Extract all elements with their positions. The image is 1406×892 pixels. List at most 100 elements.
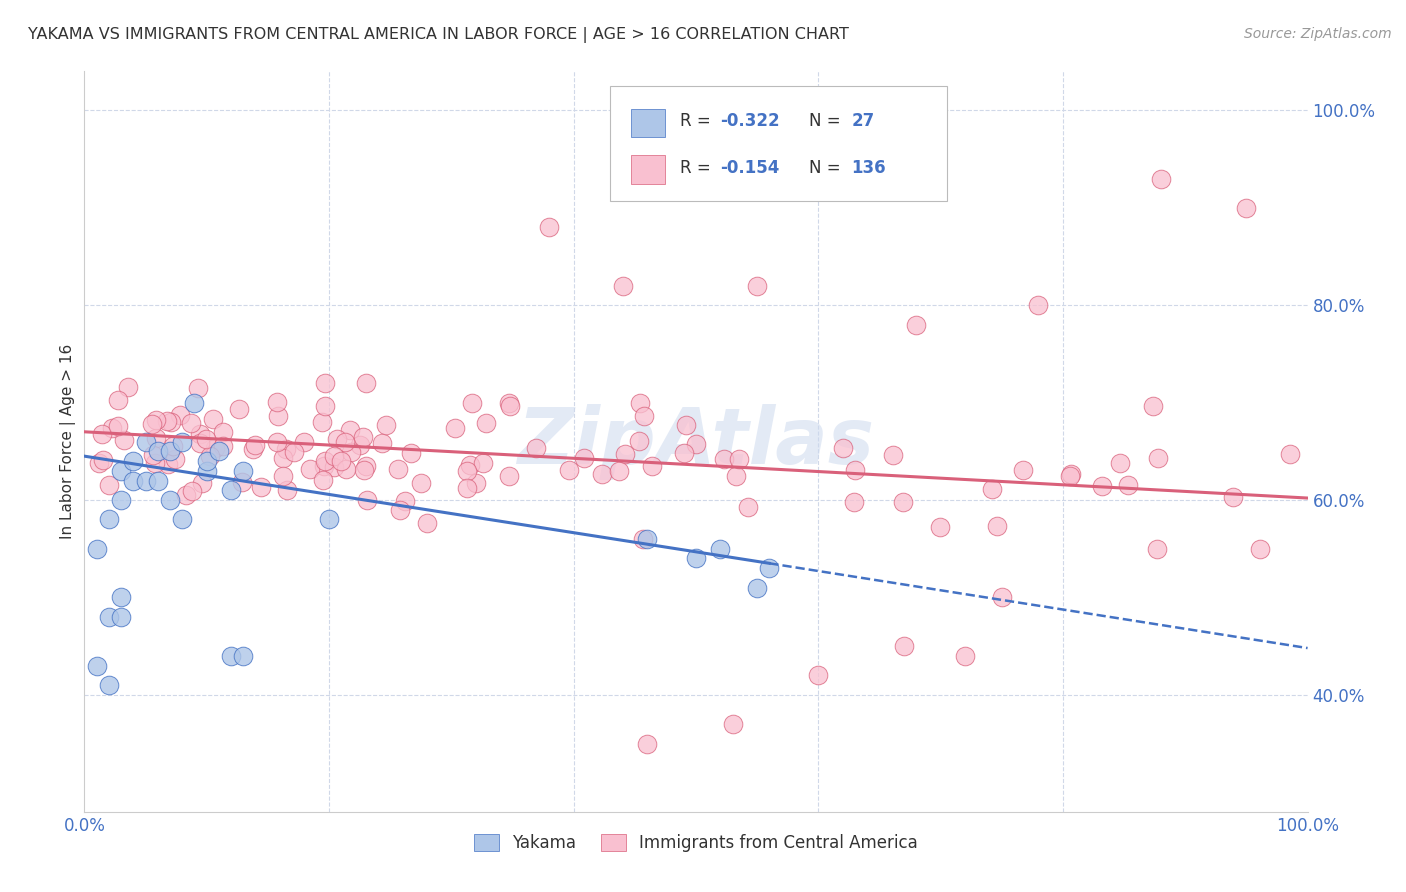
FancyBboxPatch shape xyxy=(631,155,665,184)
Point xyxy=(893,639,915,653)
Point xyxy=(1116,478,1139,492)
Point xyxy=(842,494,865,508)
Text: -0.154: -0.154 xyxy=(720,159,780,177)
Point xyxy=(271,451,294,466)
Point xyxy=(807,668,830,682)
Point xyxy=(146,474,169,488)
Point xyxy=(471,456,494,470)
Point xyxy=(312,473,335,487)
Point xyxy=(953,648,976,663)
Point xyxy=(832,441,855,455)
Point xyxy=(208,444,231,458)
Point xyxy=(86,658,108,673)
Point xyxy=(266,395,288,409)
Point xyxy=(628,395,651,409)
Point xyxy=(353,462,375,476)
Point xyxy=(737,500,759,515)
Point xyxy=(991,591,1014,605)
Point xyxy=(117,380,139,394)
Point xyxy=(1146,541,1168,556)
Point xyxy=(211,425,233,440)
Point xyxy=(356,493,378,508)
Point xyxy=(110,464,132,478)
Point xyxy=(572,450,595,465)
Point xyxy=(713,452,735,467)
Point xyxy=(333,435,356,450)
Point xyxy=(340,445,363,459)
Point xyxy=(314,400,336,414)
Point xyxy=(758,561,780,575)
Point xyxy=(97,512,120,526)
Point xyxy=(685,551,707,566)
Point xyxy=(311,415,333,429)
Point xyxy=(1249,541,1271,556)
Point xyxy=(110,493,132,508)
Point xyxy=(986,519,1008,533)
Point xyxy=(636,532,658,546)
FancyBboxPatch shape xyxy=(631,109,665,137)
Point xyxy=(1059,469,1081,483)
Point xyxy=(1222,490,1244,504)
Point xyxy=(636,737,658,751)
Point xyxy=(1236,201,1258,215)
Text: Source: ZipAtlas.com: Source: ZipAtlas.com xyxy=(1244,27,1392,41)
Point xyxy=(318,512,340,526)
Point xyxy=(905,318,928,332)
Point xyxy=(165,452,187,467)
Point xyxy=(727,452,749,467)
Point xyxy=(1060,467,1083,481)
Point xyxy=(465,476,488,491)
Point xyxy=(352,429,374,443)
Point xyxy=(202,412,225,426)
Point xyxy=(195,464,218,478)
Point xyxy=(249,480,271,494)
Point xyxy=(538,220,561,235)
Point xyxy=(194,432,217,446)
Point xyxy=(747,581,769,595)
Point xyxy=(267,409,290,424)
Point xyxy=(122,454,145,468)
Point xyxy=(162,439,184,453)
Point xyxy=(891,495,914,509)
Text: -0.322: -0.322 xyxy=(720,112,780,130)
Point xyxy=(159,444,181,458)
Point xyxy=(1091,479,1114,493)
Text: R =: R = xyxy=(681,112,716,130)
Text: N =: N = xyxy=(808,159,845,177)
Point xyxy=(97,678,120,692)
Point xyxy=(243,438,266,452)
Point xyxy=(276,483,298,497)
Point xyxy=(204,441,226,455)
Point xyxy=(89,456,111,470)
Point xyxy=(1108,456,1130,470)
Point xyxy=(187,381,209,395)
Point xyxy=(299,461,322,475)
Point xyxy=(349,438,371,452)
Point xyxy=(145,431,167,445)
Point xyxy=(191,475,214,490)
Point xyxy=(135,474,157,488)
Point xyxy=(156,457,179,471)
Point xyxy=(631,532,654,546)
Point xyxy=(474,416,496,430)
Point xyxy=(180,416,202,430)
Point xyxy=(107,419,129,434)
Point xyxy=(627,434,650,448)
Point xyxy=(180,483,202,498)
Text: 27: 27 xyxy=(851,112,875,130)
Text: YAKAMA VS IMMIGRANTS FROM CENTRAL AMERICA IN LABOR FORCE | AGE > 16 CORRELATION : YAKAMA VS IMMIGRANTS FROM CENTRAL AMERIC… xyxy=(28,27,849,43)
Point xyxy=(110,591,132,605)
Point xyxy=(558,463,581,477)
Point xyxy=(499,399,522,413)
Point xyxy=(188,426,211,441)
Point xyxy=(882,448,904,462)
Point xyxy=(640,458,662,473)
Point xyxy=(188,436,211,450)
Point xyxy=(633,409,655,423)
Point xyxy=(675,417,697,432)
Point xyxy=(314,459,336,474)
Legend: Yakama, Immigrants from Central America: Yakama, Immigrants from Central America xyxy=(467,828,925,859)
Point xyxy=(97,610,120,624)
Text: R =: R = xyxy=(681,159,716,177)
Point xyxy=(456,464,478,478)
